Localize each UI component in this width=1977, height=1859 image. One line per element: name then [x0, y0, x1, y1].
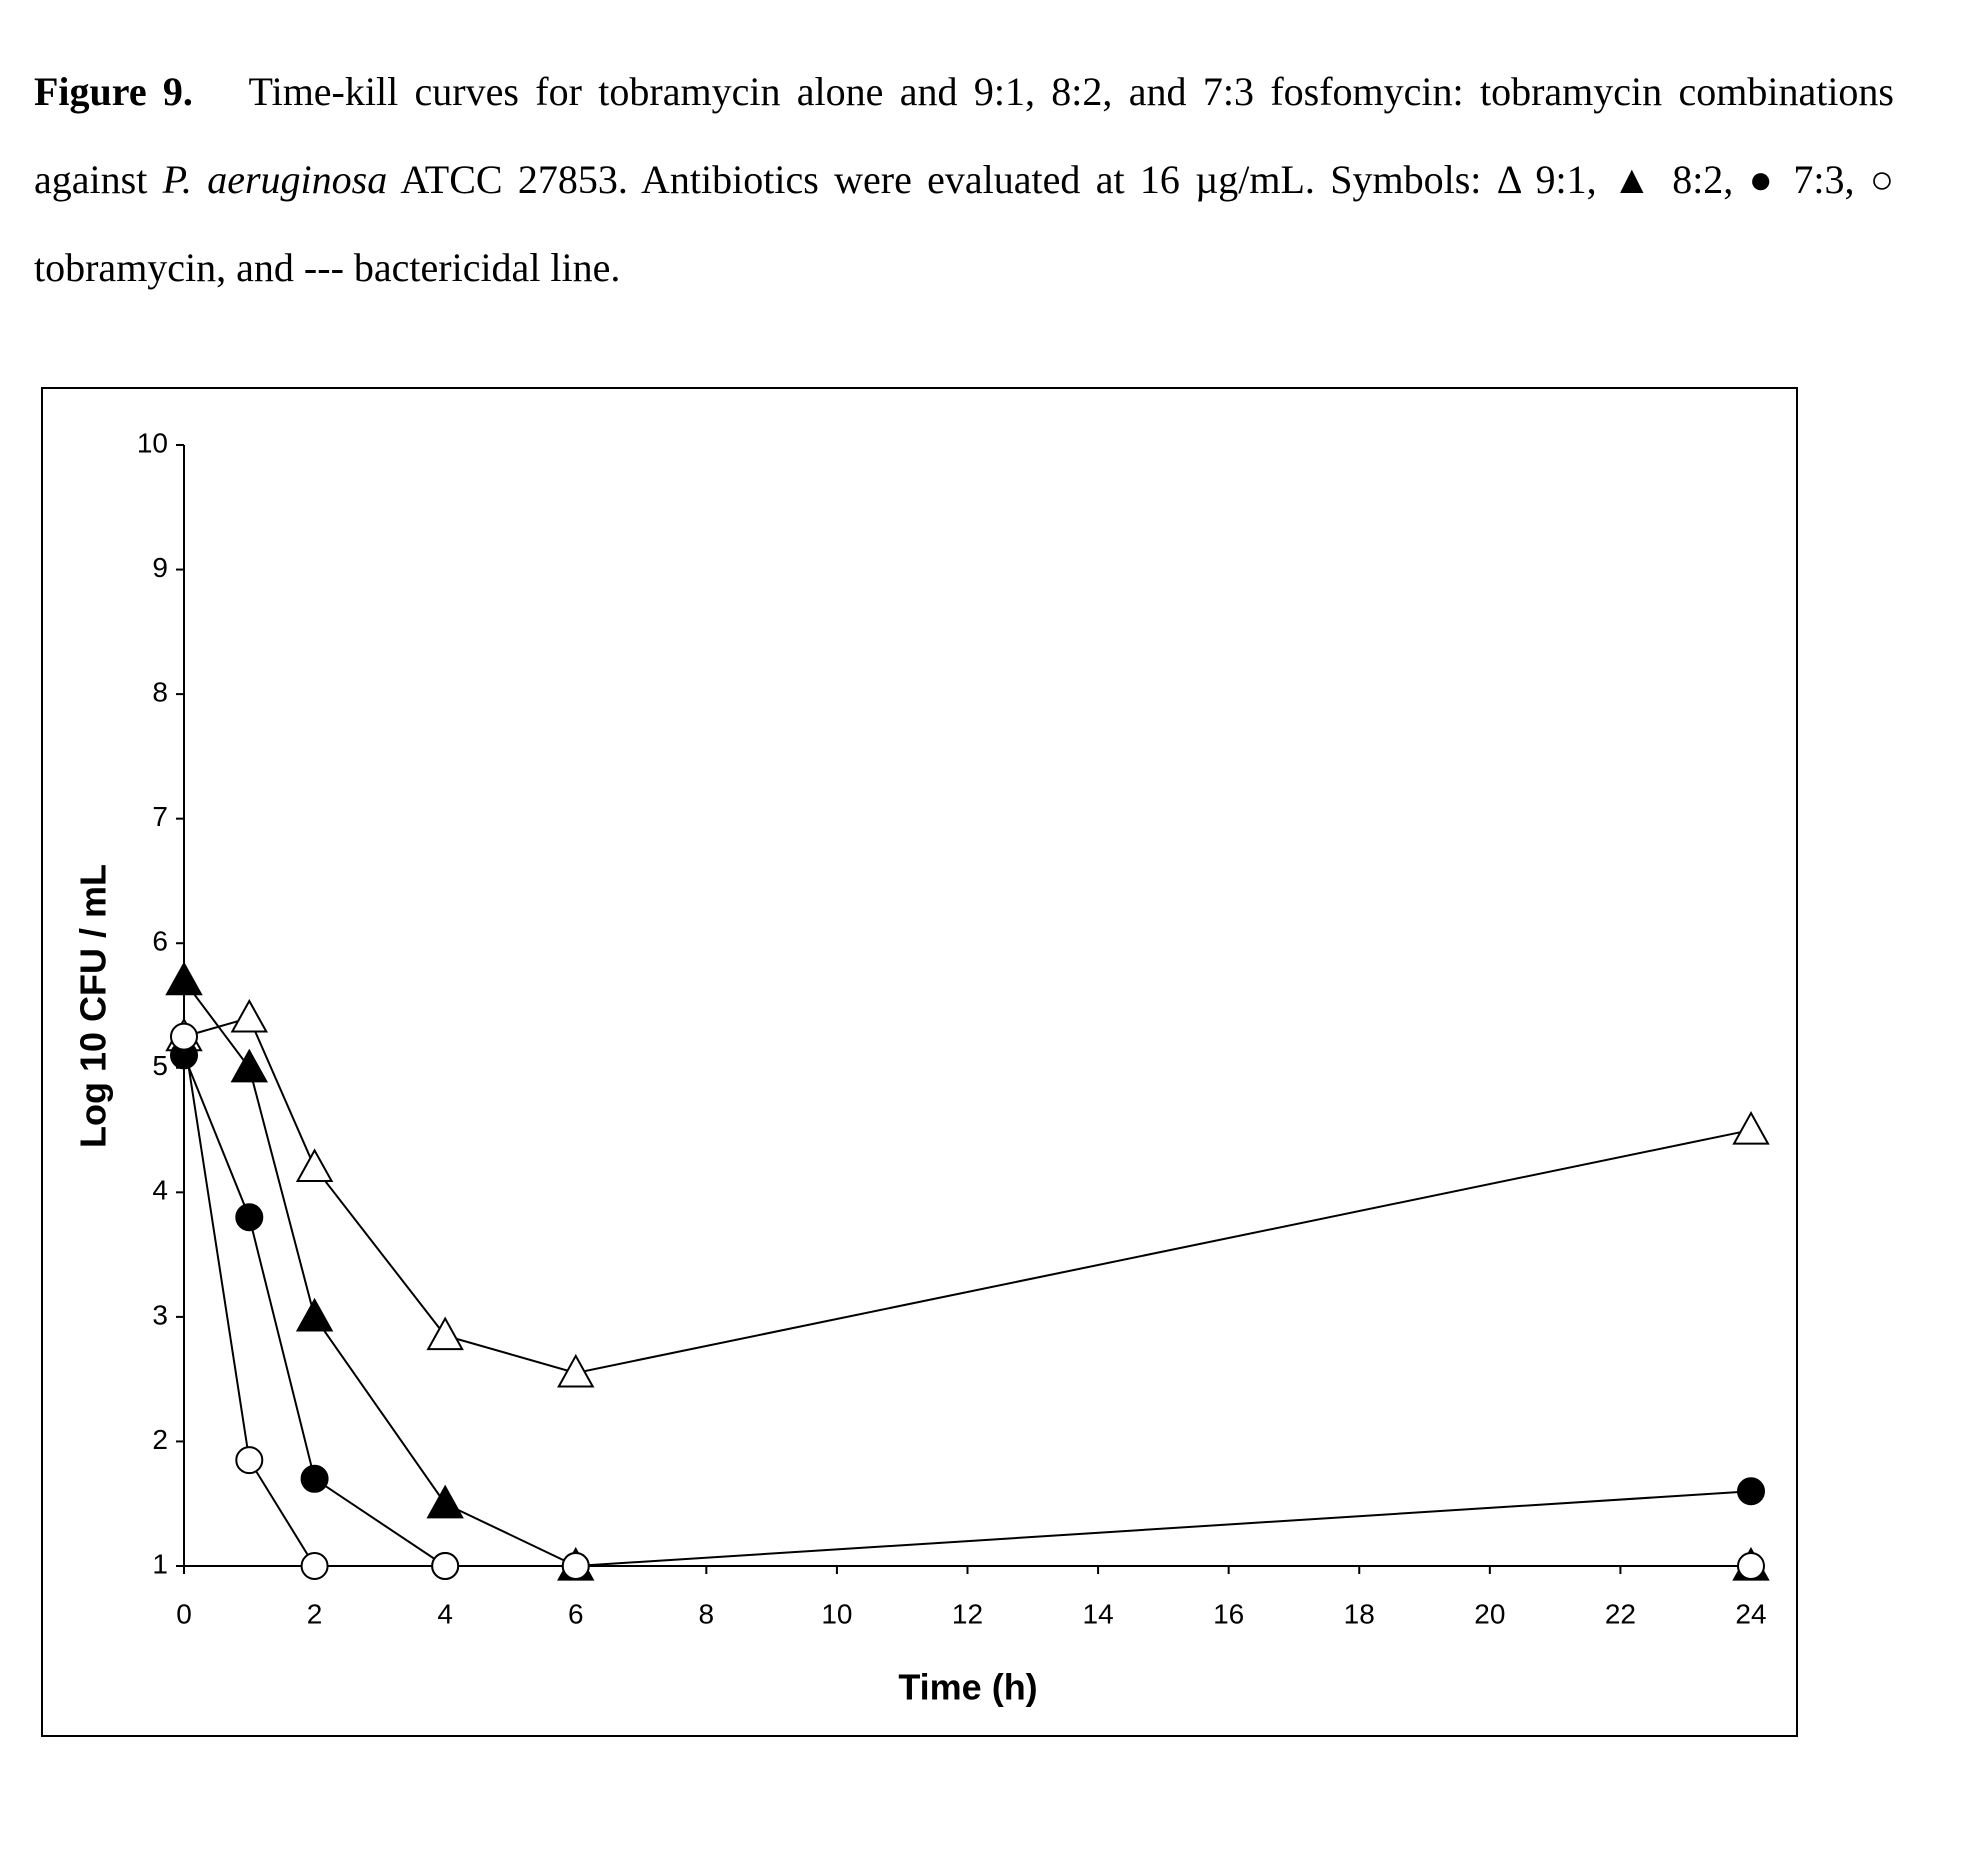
y-tick-label: 7 — [152, 801, 168, 832]
series-line — [184, 981, 1751, 1566]
x-tick-label: 2 — [307, 1598, 323, 1629]
y-axis-title: Log 10 CFU / mL — [73, 864, 114, 1148]
marker — [428, 1487, 462, 1518]
y-tick-label: 1 — [152, 1548, 168, 1579]
y-tick-label: 8 — [152, 677, 168, 708]
y-tick-label: 2 — [152, 1424, 168, 1455]
x-tick-label: 6 — [568, 1598, 584, 1629]
marker — [432, 1553, 458, 1579]
x-tick-label: 14 — [1083, 1598, 1114, 1629]
chart-frame — [42, 388, 1797, 1736]
marker — [298, 1300, 332, 1331]
marker — [167, 964, 201, 995]
x-tick-label: 8 — [699, 1598, 715, 1629]
marker — [1734, 1113, 1768, 1144]
marker — [236, 1204, 262, 1230]
y-tick-label: 9 — [152, 552, 168, 583]
y-tick-label: 10 — [137, 427, 168, 458]
x-tick-label: 4 — [437, 1598, 453, 1629]
x-tick-label: 18 — [1344, 1598, 1375, 1629]
marker — [1738, 1478, 1764, 1504]
y-tick-label: 5 — [152, 1050, 168, 1081]
marker — [428, 1319, 462, 1350]
x-tick-label: 16 — [1213, 1598, 1244, 1629]
marker — [302, 1553, 328, 1579]
series-line — [184, 1018, 1751, 1373]
marker — [232, 1051, 266, 1082]
marker — [236, 1447, 262, 1473]
y-tick-label: 3 — [152, 1299, 168, 1330]
marker — [302, 1466, 328, 1492]
marker — [1738, 1553, 1764, 1579]
x-axis-title: Time (h) — [898, 1667, 1037, 1708]
x-tick-label: 12 — [952, 1598, 983, 1629]
marker — [232, 1001, 266, 1032]
series-line — [184, 1055, 1751, 1566]
y-tick-label: 6 — [152, 926, 168, 957]
x-tick-label: 0 — [176, 1598, 192, 1629]
marker — [563, 1553, 589, 1579]
x-tick-label: 20 — [1474, 1598, 1505, 1629]
x-tick-label: 24 — [1735, 1598, 1766, 1629]
x-tick-label: 22 — [1605, 1598, 1636, 1629]
y-tick-label: 4 — [152, 1175, 168, 1206]
marker — [171, 1024, 197, 1050]
marker — [298, 1150, 332, 1181]
x-tick-label: 10 — [821, 1598, 852, 1629]
